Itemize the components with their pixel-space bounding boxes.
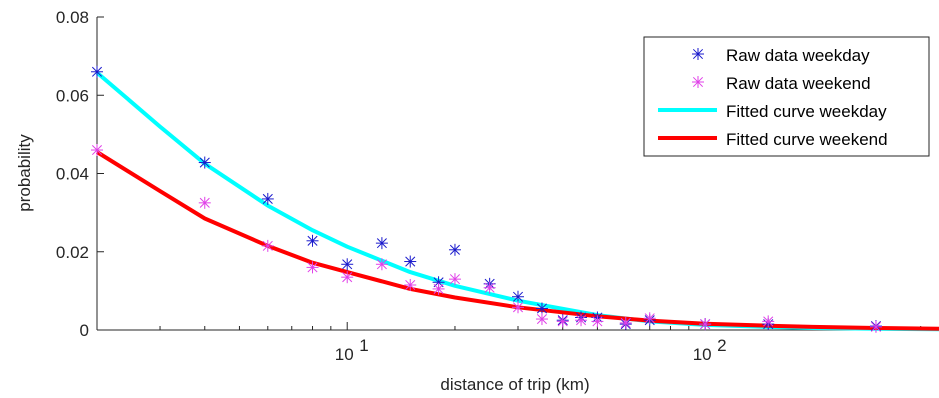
plot-lines [95,71,939,332]
y-tick-label: 0.08 [56,8,89,27]
data-point-raw-data-weekend [575,314,588,327]
data-point-raw-data-weekend [91,144,103,157]
data-point-raw-data-weekend [198,196,211,209]
data-point-raw-data-weekend [261,239,274,252]
data-point-raw-data-weekend [869,320,882,333]
data-point-raw-data-weekday [198,156,211,169]
y-ticks: 0 0.02 0.04 0.06 0.08 [56,8,104,340]
legend-label: Fitted curve weekend [726,130,888,149]
data-point-raw-data-weekend [643,312,656,325]
data-point-raw-data-weekend [512,301,524,314]
legend-label: Fitted curve weekday [726,102,887,121]
y-tick-label: 0.06 [56,86,89,105]
x-tick-label-base: 10 [693,345,712,364]
x-ticks: 10 1 10 2 [96,322,922,364]
data-point-raw-data-weekend [535,313,548,326]
data-point-raw-data-weekday [404,255,417,268]
legend-label: Raw data weekend [726,74,871,93]
data-point-raw-data-weekend [448,273,461,286]
y-tick-label: 0 [80,321,89,340]
x-tick-label-base: 10 [335,345,354,364]
legend-marker [692,48,704,60]
data-point-raw-data-weekend [306,261,319,274]
data-point-raw-data-weekend [483,281,496,294]
x-tick-label-exponent: 1 [359,336,368,355]
y-tick-label: 0.04 [56,165,89,184]
data-point-raw-data-weekday [91,65,103,78]
data-point-raw-data-weekday [535,302,548,315]
data-point-raw-data-weekday [261,192,274,205]
data-point-raw-data-weekend [432,282,445,295]
data-point-raw-data-weekend [556,315,569,328]
legend: Raw data weekday Raw data weekend Fitted c… [643,36,930,157]
data-point-raw-data-weekend [619,316,632,329]
legend-marker [692,76,704,88]
data-point-raw-data-weekday [512,290,524,303]
plot-points [91,65,882,333]
data-point-raw-data-weekend [404,279,417,292]
data-point-raw-data-weekday [448,243,461,256]
x-axis-title: distance of trip (km) [440,375,589,394]
data-point-raw-data-weekday [375,237,388,250]
series-line-fitted-curve-weekend [95,150,939,331]
data-point-raw-data-weekday [306,234,319,247]
data-point-raw-data-weekday [341,258,354,271]
y-tick-label: 0.02 [56,243,89,262]
data-point-raw-data-weekend [341,271,354,284]
x-tick-label-exponent: 2 [717,336,726,355]
data-point-raw-data-weekend [375,258,388,271]
data-point-raw-data-weekend [762,315,775,328]
y-axis-title: probability [15,134,34,212]
data-point-raw-data-weekend [699,318,712,331]
legend-label: Raw data weekday [726,46,870,65]
data-point-raw-data-weekend [591,315,604,328]
